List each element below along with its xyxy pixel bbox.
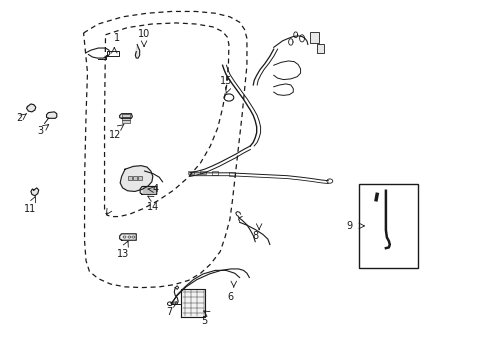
Polygon shape (181, 289, 205, 317)
Polygon shape (140, 186, 157, 194)
Bar (229, 172, 235, 176)
Bar (122, 117, 130, 120)
Text: 12: 12 (109, 130, 121, 140)
Bar (212, 171, 218, 175)
Bar (316, 44, 324, 53)
Bar (122, 114, 130, 117)
Bar (200, 171, 205, 174)
Polygon shape (120, 114, 132, 118)
Text: 7: 7 (165, 307, 172, 317)
Text: 4: 4 (153, 184, 159, 194)
Polygon shape (120, 234, 136, 240)
Polygon shape (120, 166, 153, 192)
Bar (310, 32, 319, 43)
Text: 9: 9 (346, 221, 352, 231)
Bar (138, 176, 142, 180)
Polygon shape (46, 112, 57, 118)
Text: 14: 14 (146, 202, 159, 212)
Bar (128, 176, 132, 180)
Text: 2: 2 (16, 113, 22, 123)
Bar (107, 50, 119, 56)
Text: 1: 1 (113, 33, 120, 43)
Bar (187, 171, 193, 174)
Text: 3: 3 (38, 126, 43, 135)
Text: 8: 8 (252, 231, 258, 241)
Polygon shape (31, 188, 39, 196)
Text: 10: 10 (138, 29, 150, 39)
Polygon shape (136, 45, 138, 57)
Text: 15: 15 (219, 76, 232, 86)
Text: 6: 6 (227, 292, 233, 302)
Text: 13: 13 (117, 249, 129, 259)
Text: 5: 5 (201, 316, 207, 326)
Bar (122, 120, 130, 123)
Text: 11: 11 (24, 204, 36, 214)
Bar (358, 184, 417, 268)
Bar (133, 176, 137, 180)
Polygon shape (26, 104, 36, 112)
